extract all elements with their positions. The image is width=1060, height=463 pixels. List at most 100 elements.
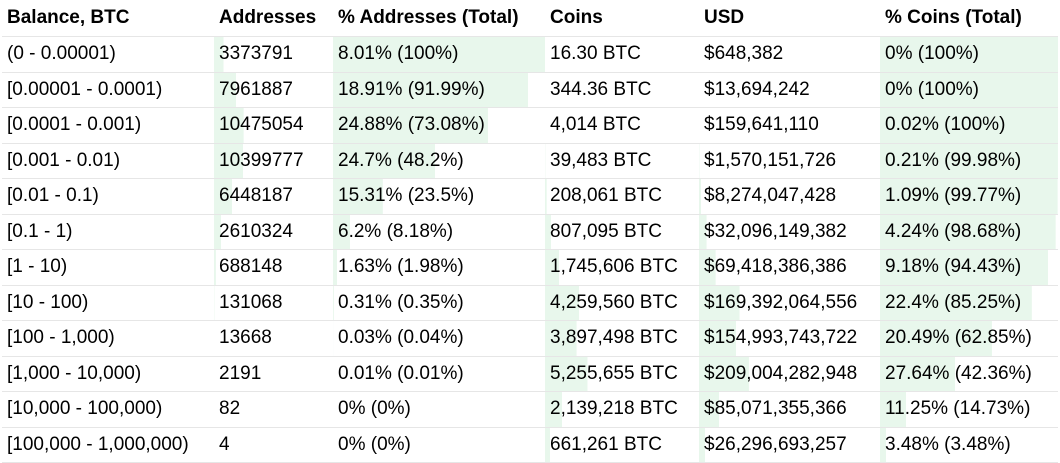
cell-coins: 39,483 BTC: [545, 143, 699, 179]
cell-pct-coins: 9.18% (94.43%): [880, 249, 1058, 286]
header-addresses[interactable]: Addresses: [214, 0, 333, 37]
cell-addresses: 13668: [214, 320, 333, 357]
header-pct-addresses[interactable]: % Addresses (Total): [333, 0, 545, 37]
cell-pct-addresses-text: 24.7% (48.2%): [338, 149, 464, 171]
cell-usd: $1,570,151,726: [699, 143, 880, 179]
cell-usd: $209,004,282,948: [699, 356, 880, 392]
cell-addresses-text: 688148: [219, 256, 283, 278]
cell-addresses-text: 131068: [219, 291, 283, 313]
table-row: [100 - 1,000) 13668 0.03% (0.04%) 3,897,498…: [2, 320, 1058, 357]
cell-coins-text: 661,261 BTC: [550, 433, 662, 455]
cell-pct-coins: 11.25% (14.73%): [880, 391, 1058, 428]
cell-coins: 1,745,606 BTC: [545, 249, 699, 286]
cell-coins-text: 3,897,498 BTC: [550, 327, 678, 349]
header-balance[interactable]: Balance, BTC: [2, 0, 214, 37]
cell-pct-addresses-text: 18.91% (91.99%): [338, 78, 485, 100]
cell-pct-coins-text: 22.4% (85.25%): [885, 291, 1022, 313]
cell-pct-coins: 3.48% (3.48%): [880, 427, 1058, 463]
cell-coins: 16.30 BTC: [545, 36, 699, 73]
cell-coins-text: 4,259,560 BTC: [550, 291, 678, 313]
cell-pct-addresses: 0% (0%): [333, 427, 545, 463]
cell-pct-coins: 0% (100%): [880, 72, 1058, 108]
cell-usd: $8,274,047,428: [699, 178, 880, 215]
table-row: [0.001 - 0.01) 10399777 24.7% (48.2%) 39,48…: [2, 143, 1058, 179]
cell-pct-addresses: 0% (0%): [333, 391, 545, 428]
table-row: [0.0001 - 0.001) 10475054 24.88% (73.08%) 4…: [2, 107, 1058, 144]
cell-addresses: 2610324: [214, 214, 333, 250]
cell-addresses: 7961887: [214, 72, 333, 108]
cell-usd-text: $154,993,743,722: [704, 327, 858, 349]
cell-coins-text: 16.30 BTC: [550, 43, 641, 65]
cell-coins: 2,139,218 BTC: [545, 391, 699, 428]
table-row: [0.00001 - 0.0001) 7961887 18.91% (91.99%)…: [2, 72, 1058, 108]
cell-balance-text: [0.1 - 1): [7, 220, 73, 242]
cell-balance: [1 - 10): [2, 249, 214, 286]
cell-pct-coins-text: 4.24% (98.68%): [885, 220, 1022, 242]
cell-addresses: 4: [214, 427, 333, 463]
cell-coins-text: 344.36 BTC: [550, 78, 652, 100]
cell-pct-addresses-text: 0.31% (0.35%): [338, 291, 464, 313]
cell-usd: $169,392,064,556: [699, 285, 880, 321]
table-row: [1,000 - 10,000) 2191 0.01% (0.01%) 5,255,6…: [2, 356, 1058, 392]
cell-pct-coins: 27.64% (42.36%): [880, 356, 1058, 392]
cell-balance: (0 - 0.00001): [2, 36, 214, 73]
table-row: (0 - 0.00001) 3373791 8.01% (100%) 16.30 BT…: [2, 36, 1058, 73]
cell-coins-text: 5,255,655 BTC: [550, 362, 678, 384]
cell-coins-text: 4,014 BTC: [550, 114, 641, 136]
cell-balance: [0.1 - 1): [2, 214, 214, 250]
cell-balance-text: [100 - 1,000): [7, 327, 115, 349]
cell-balance-text: [0.01 - 0.1): [7, 185, 99, 207]
cell-balance: [0.0001 - 0.001): [2, 107, 214, 144]
cell-usd: $154,993,743,722: [699, 320, 880, 357]
cell-balance: [10,000 - 100,000): [2, 391, 214, 428]
cell-usd: $13,694,242: [699, 72, 880, 108]
header-pct-coins[interactable]: % Coins (Total): [880, 0, 1058, 37]
cell-addresses-text: 10399777: [219, 149, 304, 171]
cell-coins: 661,261 BTC: [545, 427, 699, 463]
cell-usd-text: $159,641,110: [704, 114, 819, 136]
header-usd[interactable]: USD: [699, 0, 880, 37]
cell-pct-addresses-text: 0.03% (0.04%): [338, 327, 464, 349]
cell-addresses-text: 2610324: [219, 220, 293, 242]
table-row: [100,000 - 1,000,000) 4 0% (0%) 661,261 BTC…: [2, 427, 1058, 463]
cell-addresses-text: 3373791: [219, 43, 293, 65]
cell-balance-text: (0 - 0.00001): [7, 43, 116, 65]
cell-pct-coins-text: 0.21% (99.98%): [885, 149, 1022, 171]
cell-coins: 344.36 BTC: [545, 72, 699, 108]
cell-balance-text: [1 - 10): [7, 256, 68, 278]
cell-balance-text: [10,000 - 100,000): [7, 398, 163, 420]
cell-addresses-text: 13668: [219, 327, 272, 349]
header-coins[interactable]: Coins: [545, 0, 699, 37]
cell-usd: $85,071,355,366: [699, 391, 880, 428]
cell-usd: $26,296,693,257: [699, 427, 880, 463]
cell-usd: $159,641,110: [699, 107, 880, 144]
cell-pct-coins-text: 20.49% (62.85%): [885, 327, 1032, 349]
cell-pct-coins-text: 11.25% (14.73%): [885, 398, 1031, 420]
cell-usd-text: $32,096,149,382: [704, 220, 847, 242]
cell-pct-coins: 0.02% (100%): [880, 107, 1058, 144]
cell-pct-addresses: 24.7% (48.2%): [333, 143, 545, 179]
cell-pct-coins: 1.09% (99.77%): [880, 178, 1058, 215]
cell-pct-addresses-text: 6.2% (8.18%): [338, 220, 454, 242]
cell-pct-coins: 20.49% (62.85%): [880, 320, 1058, 357]
cell-coins: 5,255,655 BTC: [545, 356, 699, 392]
cell-addresses-text: 7961887: [219, 78, 293, 100]
cell-pct-addresses: 8.01% (100%): [333, 36, 545, 73]
cell-balance-text: [100,000 - 1,000,000): [7, 433, 189, 455]
cell-balance-text: [0.00001 - 0.0001): [7, 78, 163, 100]
header-row: Balance, BTC Addresses % Addresses (Tota…: [2, 0, 1058, 37]
cell-pct-coins-text: 0% (100%): [885, 43, 979, 65]
cell-balance-text: [1,000 - 10,000): [7, 362, 142, 384]
cell-usd-text: $8,274,047,428: [704, 185, 837, 207]
cell-balance: [100,000 - 1,000,000): [2, 427, 214, 463]
table-row: [0.01 - 0.1) 6448187 15.31% (23.5%) 208,061…: [2, 178, 1058, 215]
cell-balance: [100 - 1,000): [2, 320, 214, 357]
cell-balance-text: [10 - 100): [7, 291, 89, 313]
cell-addresses: 688148: [214, 249, 333, 286]
cell-usd-text: $1,570,151,726: [704, 149, 837, 171]
table-row: [10,000 - 100,000) 82 0% (0%) 2,139,218 BTC…: [2, 391, 1058, 428]
cell-pct-addresses: 18.91% (91.99%): [333, 72, 545, 108]
cell-balance: [10 - 100): [2, 285, 214, 321]
cell-balance: [0.00001 - 0.0001): [2, 72, 214, 108]
cell-coins-text: 2,139,218 BTC: [550, 398, 678, 420]
